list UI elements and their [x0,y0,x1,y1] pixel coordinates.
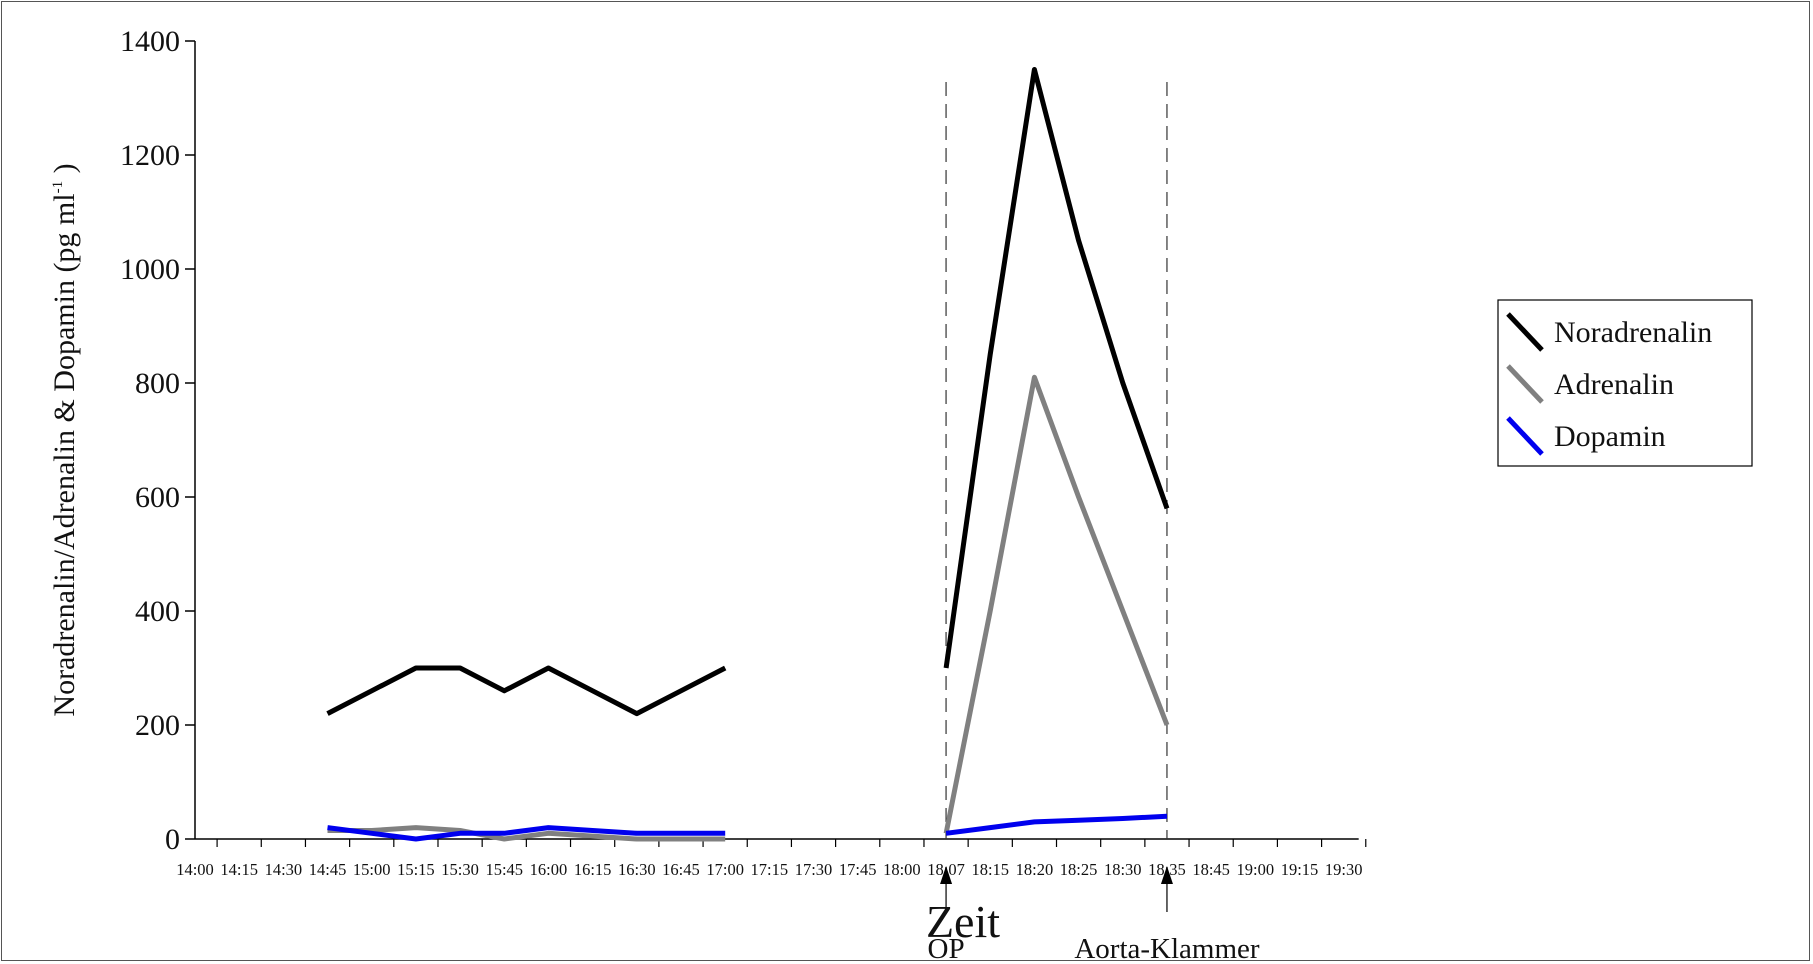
x-tick-label: 14:45 [309,860,347,879]
x-tick-label: 18:45 [1192,860,1230,879]
x-tick-label: 14:30 [265,860,303,879]
x-tick-label: 18:20 [1016,860,1054,879]
series-line-noradrenalin [326,665,727,717]
x-tick-label: 17:45 [839,860,877,879]
x-tick-label: 15:15 [397,860,435,879]
x-tick-label: 19:00 [1237,860,1275,879]
legend-box [1497,299,1753,467]
y-tick-label: 1400 [120,25,180,58]
x-tick-label: 16:15 [574,860,612,879]
marker-label: Aorta-Klammer [1074,933,1260,964]
x-tick-label: 14:00 [176,860,214,879]
y-tick-label: 800 [135,367,180,400]
y-axis-label: Noradrenalin/Adrenalin & Dopamin (pg ml-… [48,163,81,716]
series-line-dopamin [327,825,726,842]
y-tick-label: 600 [135,481,180,514]
x-tick-label: 17:00 [706,860,744,879]
x-axis-label: Zeit [926,896,1000,947]
x-tick-label: 19:30 [1325,860,1363,879]
x-tick-label: 15:00 [353,860,391,879]
x-tick-label: 17:30 [795,860,833,879]
axes: 0 200 400 600 800 1000 1200 1400 14:00 14:15 14:30… [120,25,1367,879]
series-line-dopamin [945,813,1168,836]
vertical-markers: OP Aorta-Klammer [928,82,1260,964]
legend-label-dopamin: Dopamin [1554,420,1666,453]
x-tick-label: 18:30 [1104,860,1142,879]
x-tick-label: 16:45 [662,860,700,879]
y-tick-label: 200 [135,709,180,742]
marker-arrow-head [940,866,953,884]
y-tick-label: 1200 [120,139,180,172]
x-tick-label: 16:30 [618,860,656,879]
legend-swatch-noradrenalin [1506,312,1544,352]
marker-label: OP [928,933,965,964]
series-line-adrenalin [943,374,1170,834]
x-tick-label: 15:45 [485,860,523,879]
series-line-adrenalin [327,825,726,842]
x-tick-label: 16:00 [530,860,568,879]
x-tick-label: 14:15 [220,860,258,879]
legend-swatch-adrenalin [1506,364,1544,404]
y-tick-label: 1000 [120,253,180,286]
y-tick-label: 0 [165,823,180,856]
legend: Noradrenalin Adrenalin Dopamin [1497,299,1753,467]
y-tick-label: 400 [135,595,180,628]
x-tick-label: 17:15 [751,860,789,879]
marker-arrow-head [1160,866,1173,884]
legend-label-noradrenalin: Noradrenalin [1554,316,1712,349]
x-tick-label: 18:25 [1060,860,1098,879]
legend-label-adrenalin: Adrenalin [1554,368,1674,401]
x-tick-label: 18:15 [971,860,1009,879]
series-line-noradrenalin [943,67,1170,669]
x-tick-label: 15:30 [441,860,479,879]
x-tick-label: 19:15 [1281,860,1319,879]
axis-labels: Noradrenalin/Adrenalin & Dopamin (pg ml-… [48,163,1000,947]
x-tick-label: 18:00 [883,860,921,879]
legend-swatch-dopamin [1506,416,1544,456]
series-lines [326,67,1170,842]
